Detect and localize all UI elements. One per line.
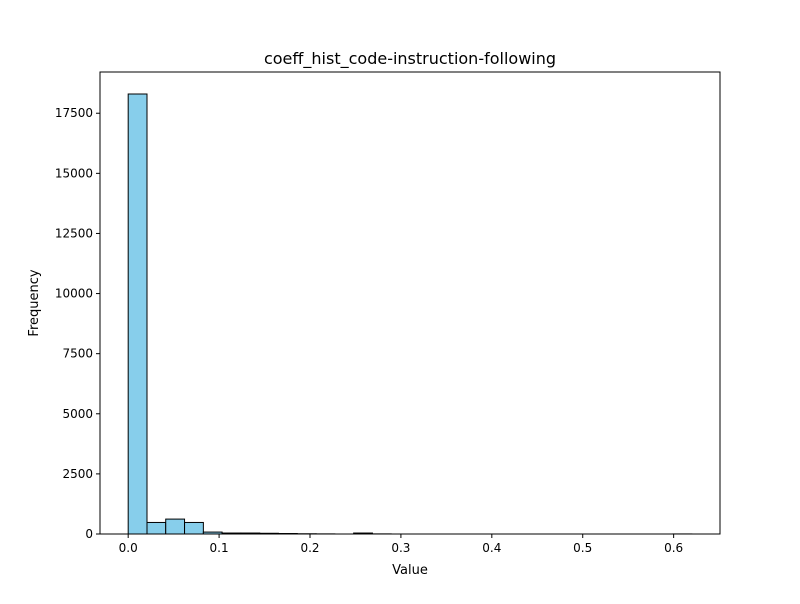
y-tick-label: 12500 [55, 226, 93, 240]
y-tick-label: 2500 [62, 467, 93, 481]
y-tick-label: 17500 [55, 106, 93, 120]
x-tick-label: 0.5 [573, 541, 592, 555]
y-tick-label: 15000 [55, 166, 93, 180]
y-tick-label: 0 [85, 527, 93, 541]
histogram-bar [128, 94, 147, 534]
y-tick-label: 7500 [62, 347, 93, 361]
y-tick-label: 10000 [55, 287, 93, 301]
histogram-bar [185, 522, 204, 534]
histogram-bar [166, 519, 185, 534]
x-axis-label: Value [392, 563, 428, 578]
x-tick-label: 0.2 [300, 541, 319, 555]
x-tick-label: 0.4 [482, 541, 501, 555]
y-axis-label: Frequency [27, 269, 42, 336]
y-tick-label: 5000 [62, 407, 93, 421]
x-tick-label: 0.0 [119, 541, 138, 555]
chart-title: coeff_hist_code-instruction-following [264, 49, 556, 69]
x-tick-label: 0.1 [210, 541, 229, 555]
x-tick-label: 0.3 [391, 541, 410, 555]
x-tick-label: 0.6 [664, 541, 683, 555]
histogram-bar [147, 522, 166, 534]
